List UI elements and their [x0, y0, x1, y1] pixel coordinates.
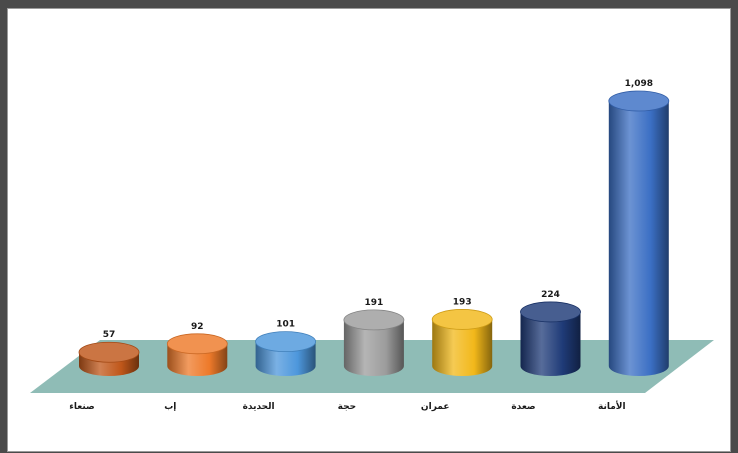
value-label: 193 — [453, 297, 472, 307]
bar-cap — [431, 309, 493, 330]
value-label: 101 — [276, 320, 295, 330]
bar-cap — [78, 341, 140, 363]
category-label: الحديدة — [243, 402, 275, 412]
bar-body — [520, 311, 581, 376]
bars-group — [78, 90, 670, 376]
bar-6 — [608, 90, 670, 376]
bar-cap — [520, 301, 581, 323]
category-label: صنعاء — [69, 402, 94, 412]
bar-5 — [520, 301, 581, 376]
bar-cap — [343, 309, 405, 331]
bar-0 — [78, 341, 140, 376]
category-label: إب — [164, 402, 176, 412]
chart-frame: 57 92 101 191 193 224 1,098 صنعاء إب الحديدة حجة ع… — [7, 8, 731, 452]
value-label: 57 — [103, 330, 116, 340]
bar-1 — [166, 333, 228, 376]
bar-body — [432, 319, 493, 376]
category-label: صعدة — [511, 402, 535, 412]
value-label: 1,098 — [625, 79, 653, 89]
bar-2 — [255, 331, 317, 376]
bar-4 — [431, 309, 493, 376]
value-label: 191 — [365, 298, 384, 308]
category-labels-group: صنعاء إب الحديدة حجة عمران صعدة الأمانة — [69, 400, 625, 412]
value-labels-group: 57 92 101 191 193 224 1,098 — [103, 79, 653, 340]
bar-3 — [343, 309, 405, 376]
category-label: الأمانة — [598, 400, 626, 412]
bar-body — [343, 319, 404, 376]
bar-cap — [166, 333, 228, 355]
cylinder-bar-chart: 57 92 101 191 193 224 1,098 صنعاء إب الحديدة حجة ع… — [30, 79, 714, 412]
value-label: 224 — [541, 290, 560, 300]
bar-cap — [255, 331, 317, 353]
category-label: حجة — [338, 402, 356, 412]
bar-body — [608, 101, 669, 376]
category-label: عمران — [421, 402, 450, 412]
value-label: 92 — [191, 322, 204, 332]
bar-cap — [608, 90, 670, 112]
